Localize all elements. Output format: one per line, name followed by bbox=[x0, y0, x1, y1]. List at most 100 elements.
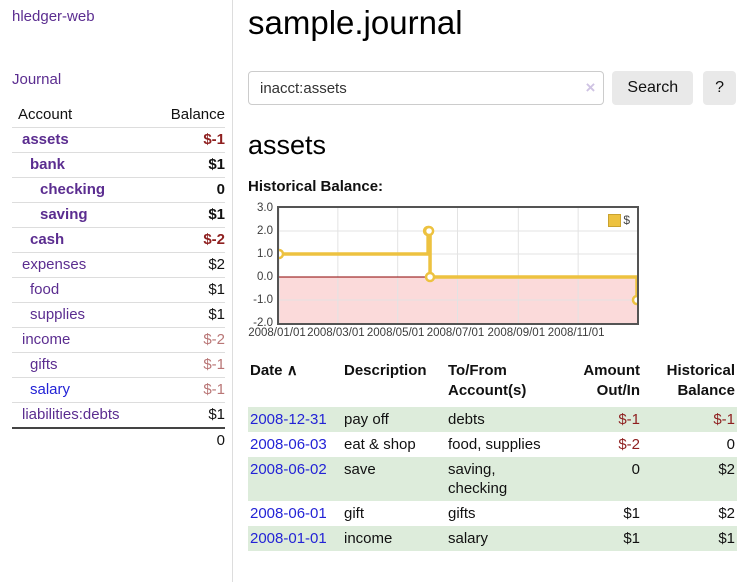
chart-y-axis: 3.0 2.0 1.0 0.0 -1.0 -2.0 bbox=[248, 202, 275, 329]
y-tick-label: 1.0 bbox=[257, 248, 273, 260]
account-link-gifts[interactable]: gifts bbox=[30, 356, 58, 373]
transaction-date-link[interactable]: 2008-06-02 bbox=[250, 461, 327, 478]
account-row: liabilities:debts $1 bbox=[12, 402, 225, 428]
y-tick-label: 3.0 bbox=[257, 202, 273, 214]
account-row: food $1 bbox=[12, 277, 225, 303]
x-tick-label: 2008/03/01 bbox=[307, 327, 365, 339]
y-tick-label: -2.0 bbox=[253, 317, 273, 329]
x-tick-label: 2008/11/01 bbox=[547, 327, 605, 339]
account-balance: $1 bbox=[148, 202, 225, 228]
transaction-balance: $-1 bbox=[713, 411, 735, 428]
sidebar: hledger-web Journal Account Balance asse… bbox=[0, 0, 233, 582]
account-row: expenses $2 bbox=[12, 252, 225, 278]
transaction-balance: $1 bbox=[718, 530, 735, 547]
transaction-accounts: gifts bbox=[448, 505, 476, 522]
x-tick-label: 2008/09/01 bbox=[487, 327, 546, 339]
legend-swatch-icon bbox=[608, 213, 622, 227]
transaction-date-link[interactable]: 2008-01-01 bbox=[250, 530, 327, 547]
chart-title: Historical Balance: bbox=[248, 178, 384, 195]
account-row: income $-2 bbox=[12, 327, 225, 353]
account-link-assets[interactable]: assets bbox=[22, 131, 69, 148]
account-balance: $1 bbox=[148, 277, 225, 303]
transaction-date-link[interactable]: 2008-06-01 bbox=[250, 505, 327, 522]
account-link-cash[interactable]: cash bbox=[30, 231, 65, 248]
account-row: saving $1 bbox=[12, 202, 225, 228]
transaction-description: eat & shop bbox=[344, 436, 416, 453]
account-row: bank $1 bbox=[12, 152, 225, 178]
account-row: assets $-1 bbox=[12, 127, 225, 153]
transaction-balance: 0 bbox=[726, 436, 735, 453]
account-balance: $2 bbox=[148, 252, 225, 278]
register-table: Date ∧ Description To/From Account(s) Am… bbox=[248, 359, 737, 551]
clear-search-icon[interactable]: × bbox=[585, 78, 596, 97]
account-balance: 0 bbox=[148, 177, 225, 203]
register-header-balance: Historical Balance bbox=[666, 362, 735, 399]
transaction-accounts: debts bbox=[448, 411, 485, 428]
account-balance: $-2 bbox=[148, 327, 225, 353]
account-balance: $-1 bbox=[148, 377, 225, 403]
search-input[interactable] bbox=[248, 71, 605, 105]
transaction-amount: $-1 bbox=[618, 411, 640, 428]
transaction-description: income bbox=[344, 530, 393, 547]
account-row: salary $-1 bbox=[12, 377, 225, 403]
transaction-description: save bbox=[344, 461, 376, 478]
register-row: 2008-06-02 save saving, checking 0 $2 bbox=[248, 457, 737, 501]
register-header-date[interactable]: Date ∧ bbox=[250, 362, 298, 379]
account-link-food[interactable]: food bbox=[30, 281, 60, 298]
register-row: 2008-06-01 gift gifts $1 $2 bbox=[248, 501, 737, 526]
transaction-balance: $2 bbox=[718, 505, 735, 522]
historical-balance-chart: 3.0 2.0 1.0 0.0 -1.0 -2.0 $ 2008/01/01 2008/03… bbox=[248, 202, 640, 343]
account-row: gifts $-1 bbox=[12, 352, 225, 378]
transaction-amount: $-2 bbox=[618, 436, 640, 453]
account-link-liabilities-debts[interactable]: liabilities:debts bbox=[22, 406, 120, 423]
account-balance: $1 bbox=[148, 152, 225, 178]
account-link-expenses[interactable]: expenses bbox=[22, 256, 87, 273]
account-link-supplies[interactable]: supplies bbox=[30, 306, 86, 323]
transaction-amount: $1 bbox=[623, 530, 640, 547]
account-row: supplies $1 bbox=[12, 302, 225, 328]
search-button[interactable]: Search bbox=[612, 71, 694, 105]
account-link-checking[interactable]: checking bbox=[40, 181, 106, 198]
transaction-accounts: food, supplies bbox=[448, 436, 541, 453]
transaction-balance: $2 bbox=[718, 461, 735, 478]
account-balance: $1 bbox=[148, 302, 225, 328]
x-tick-label: 2008/05/01 bbox=[366, 327, 425, 339]
help-button[interactable]: ? bbox=[703, 71, 736, 105]
account-balance: $1 bbox=[148, 402, 225, 428]
sort-ascending-icon: ∧ bbox=[286, 362, 298, 379]
legend-label: $ bbox=[623, 213, 630, 227]
account-balance: $-1 bbox=[148, 127, 225, 153]
chart-legend: $ bbox=[607, 213, 631, 227]
transaction-accounts: salary bbox=[448, 530, 489, 547]
transaction-date-link[interactable]: 2008-06-03 bbox=[250, 436, 327, 453]
account-link-bank[interactable]: bank bbox=[30, 156, 66, 173]
transaction-description: gift bbox=[344, 505, 365, 522]
sidebar-item-journal[interactable]: Journal bbox=[12, 71, 62, 88]
register-header-description: Description bbox=[344, 362, 427, 379]
register-row: 2008-12-31 pay off debts $-1 $-1 bbox=[248, 407, 737, 432]
account-row: checking 0 bbox=[12, 177, 225, 203]
register-row: 2008-01-01 income salary $1 $1 bbox=[248, 526, 737, 551]
search-form: × Search ? bbox=[248, 71, 736, 105]
app-title-link[interactable]: hledger-web bbox=[12, 8, 95, 25]
account-heading: assets bbox=[248, 130, 327, 160]
register-row: 2008-06-03 eat & shop food, supplies $-2… bbox=[248, 432, 737, 457]
account-balance: $-1 bbox=[148, 352, 225, 378]
transaction-accounts: saving, checking bbox=[448, 461, 508, 497]
account-link-salary[interactable]: salary bbox=[30, 381, 71, 398]
y-tick-label: 0.0 bbox=[257, 271, 273, 283]
x-tick-label: 2008/07/01 bbox=[426, 327, 485, 339]
main-content: sample.journal × Search ? assets Histori… bbox=[233, 0, 742, 582]
account-row: cash $-2 bbox=[12, 227, 225, 253]
chart-x-axis: 2008/01/01 2008/03/01 2008/05/01 2008/07/01… bbox=[248, 327, 639, 343]
y-tick-label: 2.0 bbox=[257, 225, 273, 237]
account-link-saving[interactable]: saving bbox=[40, 206, 88, 223]
accounts-total-value: 0 bbox=[148, 427, 225, 453]
accounts-total-row: 0 bbox=[12, 427, 225, 453]
transaction-date-link[interactable]: 2008-12-31 bbox=[250, 411, 327, 428]
register-header-amount: Amount Out/In bbox=[583, 362, 640, 399]
x-tick-label: 2008/01/01 bbox=[248, 327, 306, 339]
transaction-amount: 0 bbox=[631, 461, 640, 478]
account-link-income[interactable]: income bbox=[22, 331, 71, 348]
transaction-description: pay off bbox=[344, 411, 389, 428]
